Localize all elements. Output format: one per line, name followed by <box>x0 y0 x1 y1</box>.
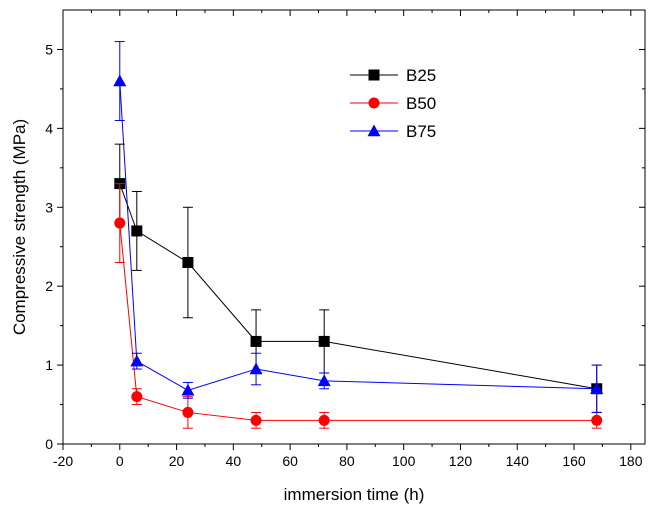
data-point <box>250 335 262 347</box>
x-tick-label: 80 <box>339 453 355 469</box>
series-b50 <box>114 183 603 429</box>
data-point <box>181 383 195 396</box>
legend-label: B50 <box>406 94 436 113</box>
series-layer <box>113 41 604 429</box>
y-tick-label: 0 <box>45 436 53 452</box>
plot-border <box>62 9 646 445</box>
legend-item-b50: B50 <box>350 94 436 113</box>
y-tick-label: 1 <box>45 357 53 373</box>
y-axis-title: Compressive strength (MPa) <box>10 119 29 335</box>
data-point <box>318 335 330 347</box>
data-point <box>130 354 144 367</box>
series-line <box>119 223 597 421</box>
x-axis-title: immersion time (h) <box>284 485 425 504</box>
y-tick-label: 2 <box>45 278 53 294</box>
x-tick-label: -20 <box>53 453 73 469</box>
x-tick-label: 140 <box>506 453 530 469</box>
y-tick-label: 4 <box>45 120 53 136</box>
legend-marker <box>367 124 381 137</box>
x-tick-label: 100 <box>392 453 416 469</box>
y-tick-label: 3 <box>45 199 53 215</box>
x-tick-label: 60 <box>282 453 298 469</box>
legend: B25 B50 B75 <box>350 66 436 141</box>
x-tick-label: 180 <box>619 453 643 469</box>
x-tick-label: 120 <box>449 453 473 469</box>
legend-marker <box>368 69 380 81</box>
y-axis: 0 1 2 3 4 5 <box>45 41 645 452</box>
data-point <box>590 382 604 394</box>
legend-marker <box>368 97 380 109</box>
series-line <box>119 80 597 391</box>
x-tick-label: 20 <box>169 453 185 469</box>
data-point <box>317 374 331 387</box>
series-line <box>119 183 597 390</box>
legend-item-b75: B75 <box>350 122 436 141</box>
legend-label: B25 <box>406 66 436 85</box>
x-axis: -20 0 20 40 60 80 100 120 140 160 180 <box>53 10 643 469</box>
data-point <box>250 414 262 426</box>
data-point <box>182 257 194 269</box>
data-point <box>591 414 603 426</box>
data-point <box>131 225 143 237</box>
data-point <box>113 74 127 87</box>
legend-label: B75 <box>406 122 436 141</box>
data-point <box>114 217 126 229</box>
x-tick-label: 160 <box>562 453 586 469</box>
legend-item-b25: B25 <box>350 66 436 85</box>
x-tick-label: 40 <box>226 453 242 469</box>
data-point <box>131 391 143 403</box>
data-point <box>249 362 263 375</box>
x-tick-label: 0 <box>116 453 124 469</box>
series-b25 <box>114 143 603 413</box>
series-b75 <box>113 41 604 413</box>
y-tick-label: 5 <box>45 41 53 57</box>
data-point <box>318 414 330 426</box>
data-point <box>182 406 194 418</box>
plot-frame <box>62 9 646 445</box>
